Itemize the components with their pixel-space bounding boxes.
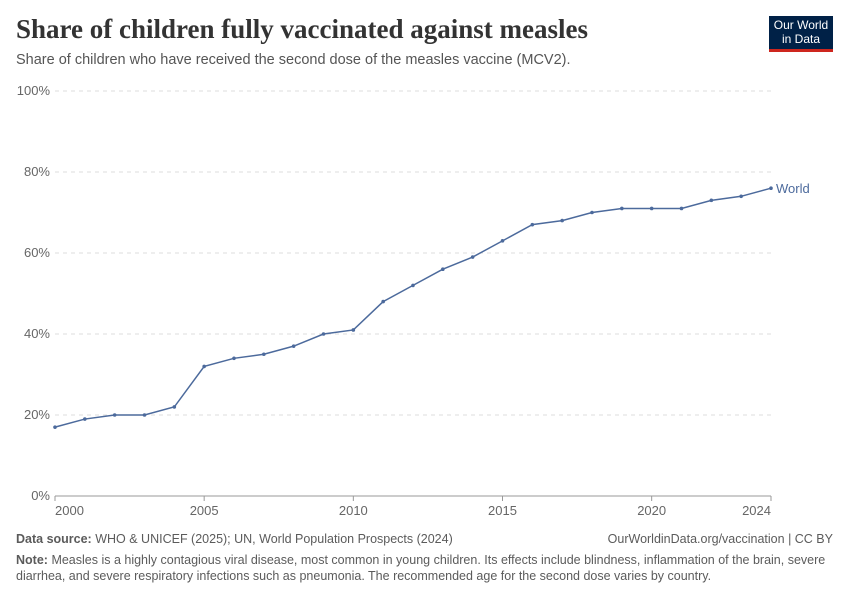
data-point	[112, 413, 117, 417]
data-point	[411, 283, 415, 288]
data-point	[500, 239, 505, 243]
data-point	[620, 206, 624, 211]
y-tick-label: 80%	[24, 164, 50, 179]
series-label: World	[776, 181, 810, 196]
y-tick-label: 60%	[24, 245, 50, 260]
source-url-link[interactable]: OurWorldinData.org/vaccination | CC BY	[607, 532, 833, 546]
owid-logo[interactable]: Our World in Data	[769, 16, 833, 52]
data-point	[530, 222, 535, 227]
data-source: Data source: WHO & UNICEF (2025); UN, Wo…	[16, 532, 453, 546]
y-tick-label: 0%	[31, 488, 50, 503]
data-point	[202, 364, 206, 369]
x-tick-label: 2005	[190, 503, 219, 518]
data-point	[142, 413, 147, 417]
data-point	[53, 425, 57, 429]
chart-subtitle: Share of children who have received the …	[16, 52, 571, 68]
data-point	[83, 417, 87, 421]
x-tick-label: 2000	[55, 503, 84, 518]
data-source-text: WHO & UNICEF (2025); UN, World Populatio…	[95, 532, 453, 546]
x-tick-label: 2020	[637, 503, 666, 518]
data-point	[470, 255, 475, 259]
data-point	[321, 332, 326, 336]
data-point	[739, 194, 743, 199]
y-tick-label: 40%	[24, 326, 50, 341]
x-tick-label: 2024	[742, 503, 771, 518]
data-point	[560, 218, 564, 223]
x-tick-label: 2010	[339, 503, 368, 518]
logo-text: Our World in Data	[773, 18, 829, 46]
note-text: Measles is a highly contagious viral dis…	[16, 553, 826, 583]
data-point	[262, 352, 266, 357]
x-tick-label: 2015	[488, 503, 517, 518]
data-point	[232, 356, 236, 361]
data-point	[291, 344, 296, 348]
y-tick-label: 100%	[17, 83, 51, 98]
data-point	[649, 206, 654, 211]
data-point	[709, 198, 714, 203]
data-point	[351, 328, 356, 332]
y-tick-label: 20%	[24, 407, 50, 422]
data-point	[441, 267, 445, 272]
data-point	[381, 299, 385, 304]
chart-title: Share of children fully vaccinated again…	[16, 14, 588, 44]
note: Note: Measles is a highly contagious vir…	[16, 553, 826, 583]
data-point	[679, 206, 684, 211]
data-point	[769, 186, 773, 190]
data-point	[590, 210, 594, 215]
series-line-world	[54, 187, 772, 428]
data-point	[172, 405, 177, 409]
